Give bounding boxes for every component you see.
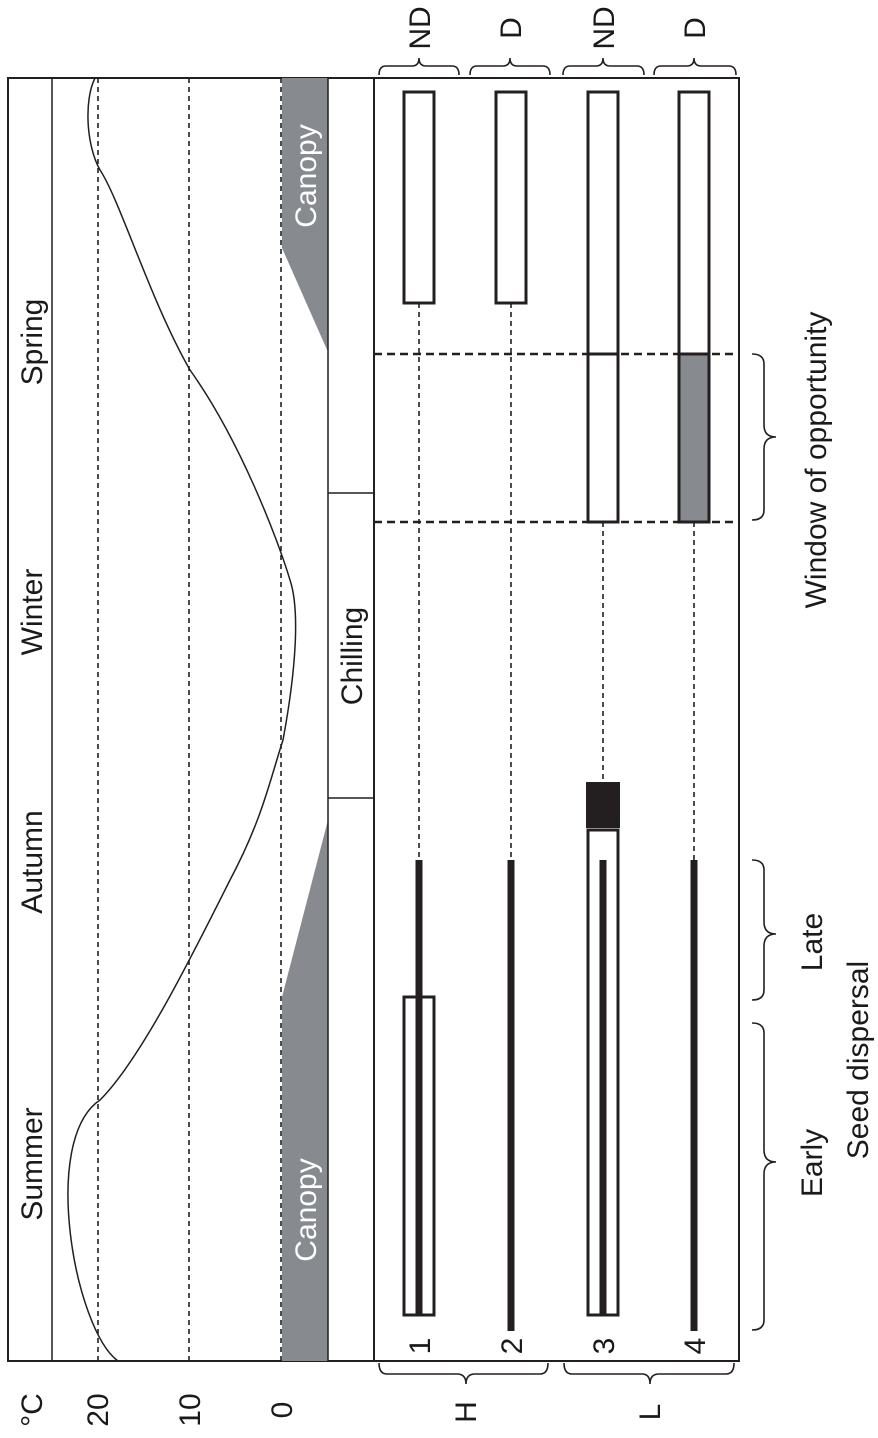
canopy-taper-autumn — [282, 820, 328, 997]
row-1 — [402, 90, 436, 1317]
top-braces — [378, 57, 737, 76]
row-3-spring-bar — [586, 90, 620, 356]
response-panel — [373, 77, 740, 1362]
season-spring: Spring — [16, 299, 49, 386]
bottom-braces — [378, 1362, 735, 1385]
row-2-spring-bar — [494, 90, 528, 305]
tick-label-0: 0 — [266, 1402, 299, 1419]
brace-row-3 — [562, 57, 645, 76]
row-1-number: 1 — [404, 1338, 437, 1355]
season-autumn: Autumn — [16, 810, 49, 913]
season-winter: Winter — [16, 569, 49, 656]
climate-panel — [7, 77, 375, 1362]
row-4 — [677, 90, 711, 1331]
row-3-black-block — [586, 782, 620, 828]
brace-row-1 — [378, 57, 460, 76]
group-l-label: L — [634, 1404, 667, 1421]
canopy-band-summer — [282, 997, 328, 1361]
early-label: Early — [796, 1129, 829, 1197]
row-2-number: 2 — [496, 1338, 529, 1355]
row-3-number: 3 — [588, 1338, 621, 1355]
canopy-label-spring: Canopy — [290, 124, 323, 227]
group-h-label: H — [450, 1401, 483, 1423]
labels: °C 20 10 0 Summer Autumn Winter Spring C… — [16, 6, 875, 1427]
brace-l — [563, 1362, 735, 1385]
brace-late — [751, 859, 777, 1001]
row-4-number: 4 — [679, 1338, 712, 1355]
row-1-dormancy: ND — [404, 6, 437, 49]
row-3-window-bar — [586, 352, 620, 524]
brace-window — [751, 353, 777, 521]
late-label: Late — [796, 913, 829, 971]
seed-dispersal-label: Seed dispersal — [842, 961, 875, 1159]
canopy-band-spring — [282, 78, 328, 248]
row-3 — [586, 90, 620, 1317]
brace-h — [378, 1362, 549, 1385]
row-4-dormancy: D — [679, 17, 712, 39]
temperature-curve — [67, 77, 297, 1362]
response-panel-frame — [373, 77, 740, 1362]
tick-label-10: 10 — [174, 1393, 207, 1426]
window-label: Window of opportunity — [800, 312, 833, 609]
brace-row-4 — [653, 57, 737, 76]
right-braces — [751, 353, 777, 1331]
brace-early — [751, 1022, 777, 1331]
unit-label: °C — [16, 1393, 49, 1427]
brace-row-2 — [469, 57, 551, 76]
row-3-dormancy: ND — [588, 6, 621, 49]
row-4-spring-bar — [677, 90, 711, 356]
row-2-dormancy: D — [495, 17, 528, 39]
canopy-taper-spring — [282, 248, 328, 352]
row-4-window-bar — [677, 352, 711, 524]
canopy-label-summer: Canopy — [290, 1158, 323, 1261]
tick-label-20: 20 — [82, 1393, 115, 1426]
chilling-label: Chilling — [336, 607, 369, 705]
season-summer: Summer — [16, 1107, 49, 1220]
row-1-spring-bar — [402, 90, 436, 305]
row-2 — [494, 90, 528, 1331]
